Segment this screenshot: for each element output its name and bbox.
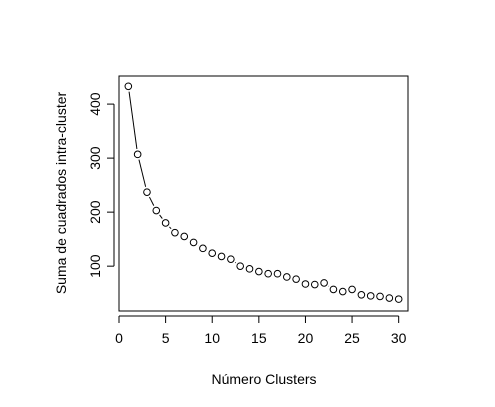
data-point [199, 244, 207, 253]
x-tick-label: 15 [251, 330, 267, 346]
data-point [189, 238, 198, 247]
data-point [143, 188, 151, 196]
data-point [264, 269, 272, 278]
data-point [376, 292, 384, 301]
x-tick-label: 20 [298, 330, 314, 346]
data-point [301, 280, 310, 288]
data-point [152, 206, 161, 215]
data-point [348, 285, 356, 294]
line-segment [159, 214, 163, 219]
data-point [320, 279, 328, 287]
y-tick-label: 400 [87, 92, 103, 116]
data-point [227, 255, 235, 263]
data-point [292, 275, 300, 283]
y-tick-label: 300 [87, 146, 103, 170]
data-point [124, 82, 133, 91]
data-point [208, 249, 217, 257]
data-point [236, 262, 244, 270]
data-point [255, 267, 263, 276]
data-point [329, 285, 338, 294]
y-tick-label: 100 [87, 254, 103, 278]
line-segment [128, 91, 138, 149]
data-point [217, 252, 226, 261]
data-point [161, 219, 170, 227]
connecting-lines [128, 91, 330, 287]
line-segment [149, 196, 155, 206]
data-point [310, 280, 319, 289]
x-tick-label: 30 [391, 330, 407, 346]
line-segment [169, 226, 172, 230]
data-point [357, 290, 366, 299]
x-tick-label: 25 [344, 330, 360, 346]
x-axis: 0 5 10 15 20 25 30 [115, 315, 407, 346]
data-point [273, 269, 282, 278]
y-tick-label: 200 [87, 200, 103, 224]
y-axis: 100 200 300 400 [87, 92, 115, 278]
data-points [124, 82, 403, 303]
x-axis-label: Número Clusters [211, 371, 316, 387]
x-tick-label: 10 [204, 330, 220, 346]
data-point [283, 273, 291, 281]
data-point [245, 265, 254, 273]
y-axis-label: Suma de cuadrados intra-cluster [53, 92, 69, 295]
plot-frame [118, 75, 409, 312]
data-point [133, 150, 142, 159]
data-point [338, 287, 347, 296]
data-point [180, 232, 189, 241]
data-point [171, 228, 179, 237]
x-tick-label: 0 [115, 330, 123, 346]
data-point [394, 295, 403, 303]
data-point [385, 294, 394, 302]
x-tick-label: 5 [162, 330, 170, 346]
data-point [366, 292, 375, 300]
line-segment [138, 159, 147, 187]
